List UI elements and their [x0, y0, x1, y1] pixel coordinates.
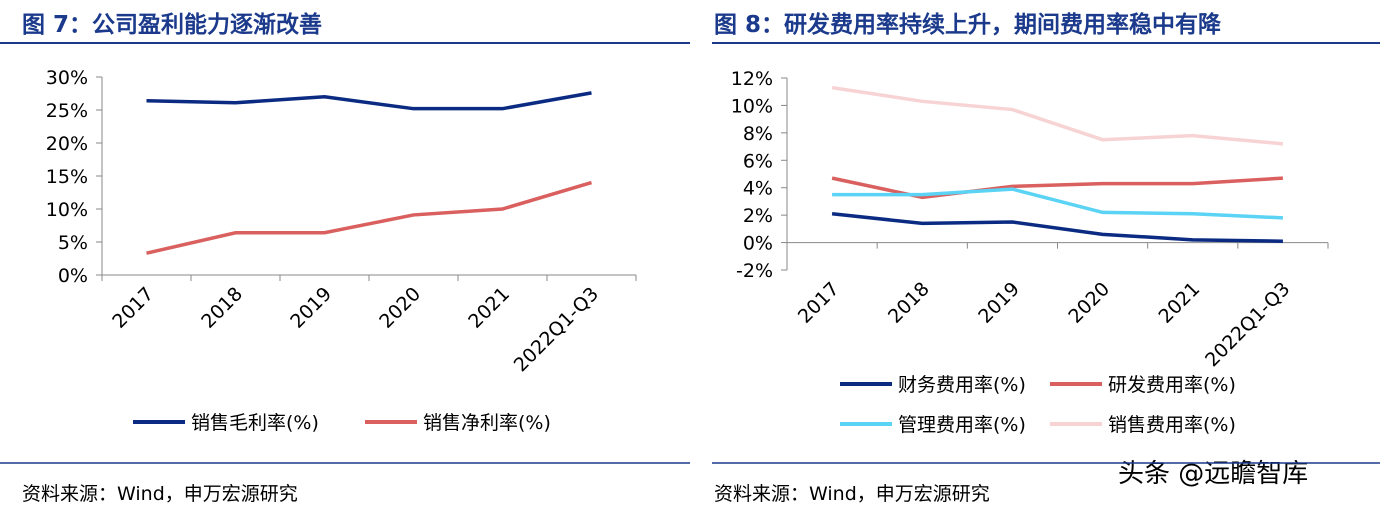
legend-label: 销售费用率(%): [1108, 414, 1236, 436]
series-line: [146, 180, 592, 255]
y-tick-label: 8%: [743, 123, 773, 145]
y-tick-label: 10%: [731, 95, 773, 117]
series-line: [832, 187, 1283, 220]
y-tick-label: 0%: [743, 233, 773, 255]
y-tick-label: -2%: [736, 260, 773, 282]
chart-title: 图 7：公司盈利能力逐渐改善: [22, 11, 322, 38]
legend-label: 管理费用率(%): [898, 414, 1026, 436]
series-line: [831, 85, 1284, 146]
series-line: [831, 212, 1283, 243]
y-tick-label: 25%: [46, 100, 88, 122]
legend-label: 财务费用率(%): [898, 374, 1026, 396]
chart-title: 图 8：研发费用率持续上升，期间费用率稳中有降: [714, 11, 1222, 38]
legend-label: 研发费用率(%): [1108, 374, 1236, 396]
y-tick-label: 2%: [743, 205, 773, 227]
y-tick-label: 10%: [46, 199, 88, 221]
y-tick-label: 6%: [743, 150, 773, 172]
legend-label: 销售净利率(%): [423, 412, 551, 434]
y-tick-label: 5%: [58, 232, 88, 254]
y-tick-label: 0%: [58, 265, 88, 287]
y-tick-label: 12%: [731, 68, 773, 90]
source: 资料来源：Wind，申万宏源研究: [714, 483, 990, 505]
watermark: 头条 @远瞻智库: [1118, 459, 1308, 489]
y-tick-label: 20%: [46, 133, 88, 155]
y-tick-label: 15%: [46, 166, 88, 188]
y-tick-label: 30%: [46, 67, 88, 89]
source: 资料来源：Wind，申万宏源研究: [22, 483, 298, 505]
legend-label: 销售毛利率(%): [191, 412, 319, 434]
series-line: [146, 91, 592, 111]
y-tick-label: 4%: [743, 178, 773, 200]
